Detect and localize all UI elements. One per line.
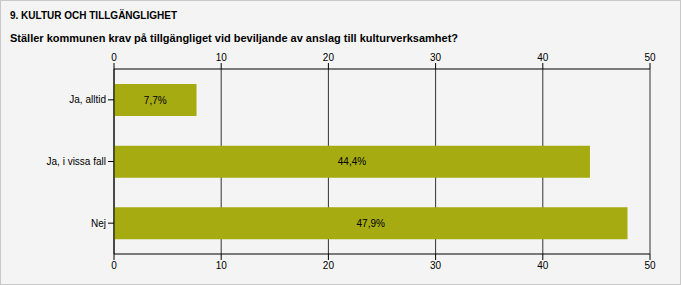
svg-text:7,7%: 7,7% (144, 95, 167, 106)
svg-text:Nej: Nej (91, 218, 106, 229)
svg-text:0: 0 (111, 52, 117, 63)
svg-text:20: 20 (323, 260, 335, 271)
svg-text:50: 50 (644, 260, 656, 271)
svg-text:Ja, i vissa fall: Ja, i vissa fall (47, 156, 106, 167)
svg-text:30: 30 (430, 52, 442, 63)
svg-text:40: 40 (537, 260, 549, 271)
svg-text:10: 10 (216, 52, 228, 63)
html-text:Ställer kommunen krav på tillg: Ställer kommunen krav på tillgängliget v… (10, 32, 459, 44)
svg-text:0: 0 (111, 260, 117, 271)
svg-text:Ja, alltid: Ja, alltid (69, 94, 106, 105)
svg-text:10: 10 (216, 260, 228, 271)
svg-text:47,9%: 47,9% (357, 218, 385, 229)
html-text:9. KULTUR OCH TILLGÄNGLIGHET: 9. KULTUR OCH TILLGÄNGLIGHET (10, 10, 177, 21)
svg-text:30: 30 (430, 260, 442, 271)
svg-text:40: 40 (537, 52, 549, 63)
svg-text:44,4%: 44,4% (338, 156, 366, 167)
svg-text:50: 50 (644, 52, 656, 63)
svg-text:20: 20 (323, 52, 335, 63)
